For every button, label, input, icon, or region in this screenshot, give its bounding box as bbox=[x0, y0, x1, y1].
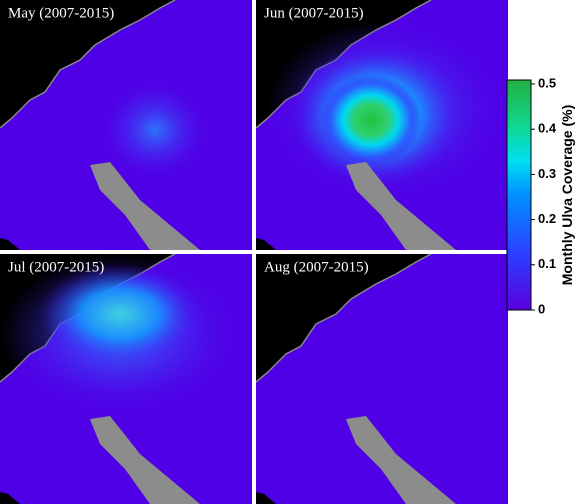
colorbar-tick-label: 0.1 bbox=[538, 256, 556, 271]
colorbar-tick-label: 0.4 bbox=[538, 121, 557, 136]
panel-title: Aug (2007-2015) bbox=[264, 259, 369, 275]
panels: May (2007-2015) Jun (2007-2015) Jul (2007-… bbox=[0, 0, 508, 504]
panel-title: Jun (2007-2015) bbox=[264, 5, 364, 21]
bloom bbox=[100, 80, 210, 180]
sea bbox=[256, 254, 508, 504]
bloom bbox=[40, 264, 200, 364]
panel-title: May (2007-2015) bbox=[8, 5, 114, 21]
map-panel: Aug (2007-2015) bbox=[256, 254, 508, 504]
land-strip bbox=[90, 162, 200, 250]
colorbar-tick-label: 0.3 bbox=[538, 166, 556, 181]
panel-title: Jul (2007-2015) bbox=[8, 259, 104, 275]
map-panel: May (2007-2015) bbox=[0, 0, 252, 250]
map-panel: Jun (2007-2015) bbox=[256, 0, 508, 250]
land-strip bbox=[346, 162, 456, 250]
colorbar-tick-label: 0.5 bbox=[538, 75, 556, 90]
bloom bbox=[321, 75, 421, 165]
colorbar bbox=[506, 79, 532, 311]
map-panel: Jul (2007-2015) bbox=[0, 254, 252, 504]
colorbar-tick-label: 0.2 bbox=[538, 211, 556, 226]
coast bbox=[256, 254, 432, 383]
land-strip bbox=[346, 416, 456, 504]
coast bbox=[0, 0, 176, 129]
land-strip bbox=[90, 416, 200, 504]
colorbar-label: Monthly Ulva Coverage (%) bbox=[559, 105, 575, 285]
colorbar-tick-label: 0 bbox=[538, 301, 545, 316]
